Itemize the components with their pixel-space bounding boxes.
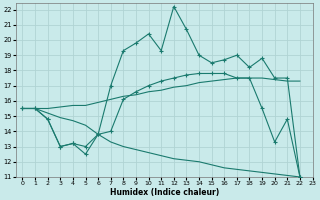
X-axis label: Humidex (Indice chaleur): Humidex (Indice chaleur) — [110, 188, 219, 197]
